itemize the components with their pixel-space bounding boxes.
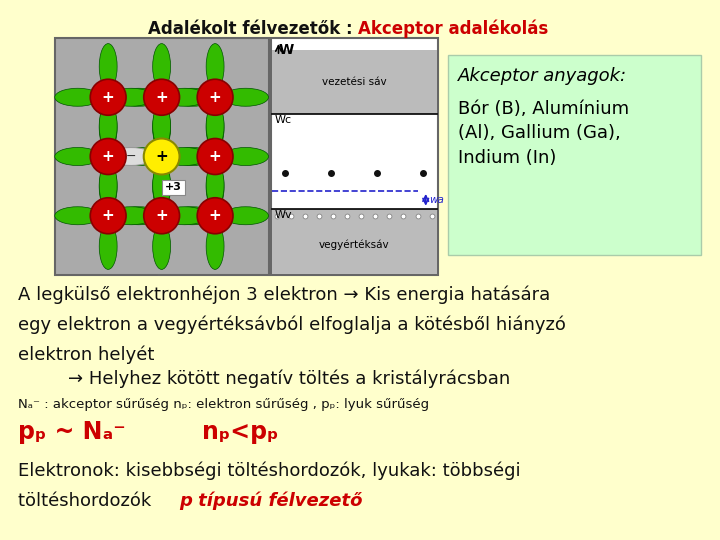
Ellipse shape bbox=[99, 224, 117, 269]
Circle shape bbox=[90, 198, 126, 234]
Ellipse shape bbox=[206, 103, 224, 149]
Ellipse shape bbox=[55, 207, 101, 225]
Circle shape bbox=[144, 198, 179, 234]
Text: wa: wa bbox=[428, 195, 444, 205]
Text: +: + bbox=[156, 208, 168, 223]
Ellipse shape bbox=[116, 88, 161, 106]
Text: +: + bbox=[156, 149, 168, 164]
Ellipse shape bbox=[169, 207, 215, 225]
FancyBboxPatch shape bbox=[271, 208, 436, 274]
Text: elektron helyét: elektron helyét bbox=[18, 345, 154, 363]
FancyBboxPatch shape bbox=[271, 38, 438, 275]
Ellipse shape bbox=[99, 103, 117, 149]
Ellipse shape bbox=[99, 162, 117, 208]
Text: +: + bbox=[102, 90, 114, 105]
FancyBboxPatch shape bbox=[448, 55, 701, 255]
Text: Wv: Wv bbox=[274, 210, 292, 220]
Text: +: + bbox=[209, 149, 222, 164]
Text: nₚ<pₚ: nₚ<pₚ bbox=[202, 420, 279, 444]
Ellipse shape bbox=[99, 164, 117, 210]
Ellipse shape bbox=[206, 44, 224, 90]
Text: vegyértéksáv: vegyértéksáv bbox=[319, 239, 390, 250]
Ellipse shape bbox=[108, 147, 154, 165]
Text: +3: +3 bbox=[165, 183, 182, 192]
FancyBboxPatch shape bbox=[55, 38, 269, 275]
Ellipse shape bbox=[169, 147, 215, 165]
Text: Bór (B), Alumínium
(Al), Gallium (Ga),
Indium (In): Bór (B), Alumínium (Al), Gallium (Ga), I… bbox=[457, 100, 629, 167]
Text: Nₐ⁻ : akceptor sűrűség nₚ: elektron sűrűség , pₚ: lyuk sűrűség: Nₐ⁻ : akceptor sűrűség nₚ: elektron sűrű… bbox=[18, 398, 429, 411]
Ellipse shape bbox=[162, 207, 207, 225]
Ellipse shape bbox=[153, 162, 171, 208]
Circle shape bbox=[144, 79, 179, 115]
Ellipse shape bbox=[153, 224, 171, 269]
Ellipse shape bbox=[153, 164, 171, 210]
Ellipse shape bbox=[116, 207, 161, 225]
Ellipse shape bbox=[108, 88, 154, 106]
Text: egy elektron a vegyértéksávból elfoglalja a kötésből hiányzó: egy elektron a vegyértéksávból elfoglalj… bbox=[18, 315, 566, 334]
Ellipse shape bbox=[222, 147, 269, 165]
Text: Elektronok: kisebbségi töltéshordozók, lyukak: többségi: Elektronok: kisebbségi töltéshordozók, l… bbox=[18, 462, 521, 481]
Text: W: W bbox=[279, 43, 294, 57]
Ellipse shape bbox=[206, 105, 224, 151]
Ellipse shape bbox=[153, 105, 171, 151]
Text: A legkülső elektronhéjon 3 elektron → Kis energia hatására: A legkülső elektronhéjon 3 elektron → Ki… bbox=[18, 285, 550, 303]
Text: Akceptor anyagok:: Akceptor anyagok: bbox=[457, 67, 626, 85]
Circle shape bbox=[90, 138, 126, 174]
Text: +: + bbox=[102, 208, 114, 223]
Ellipse shape bbox=[206, 162, 224, 208]
Text: vezetési sáv: vezetési sáv bbox=[322, 77, 387, 87]
Text: +: + bbox=[102, 149, 114, 164]
Text: Wc: Wc bbox=[274, 115, 292, 125]
Ellipse shape bbox=[99, 105, 117, 151]
Circle shape bbox=[144, 138, 179, 174]
Ellipse shape bbox=[162, 88, 207, 106]
Ellipse shape bbox=[169, 88, 215, 106]
Ellipse shape bbox=[99, 44, 117, 90]
Text: +: + bbox=[209, 208, 222, 223]
Ellipse shape bbox=[222, 88, 269, 106]
Text: → Helyhez kötött negatív töltés a kristályrácsban: → Helyhez kötött negatív töltés a kristá… bbox=[68, 370, 510, 388]
Circle shape bbox=[197, 198, 233, 234]
Text: pₚ ~ Nₐ⁻: pₚ ~ Nₐ⁻ bbox=[18, 420, 126, 444]
Ellipse shape bbox=[222, 207, 269, 225]
Ellipse shape bbox=[55, 88, 101, 106]
Text: +: + bbox=[209, 90, 222, 105]
Text: −: − bbox=[126, 150, 136, 163]
Text: Akceptor adalékolás: Akceptor adalékolás bbox=[358, 20, 549, 38]
Ellipse shape bbox=[153, 103, 171, 149]
Ellipse shape bbox=[55, 147, 101, 165]
Ellipse shape bbox=[206, 224, 224, 269]
Ellipse shape bbox=[153, 44, 171, 90]
Circle shape bbox=[197, 138, 233, 174]
Text: p típusú félvezető: p típusú félvezető bbox=[179, 492, 363, 510]
Text: Adalékolt félvezetők :: Adalékolt félvezetők : bbox=[148, 20, 358, 38]
Ellipse shape bbox=[206, 164, 224, 210]
Text: töltéshordozók: töltéshordozók bbox=[18, 492, 157, 510]
Ellipse shape bbox=[116, 147, 161, 165]
Circle shape bbox=[90, 79, 126, 115]
Ellipse shape bbox=[162, 147, 207, 165]
FancyBboxPatch shape bbox=[271, 50, 436, 114]
Ellipse shape bbox=[108, 207, 154, 225]
Circle shape bbox=[197, 79, 233, 115]
Text: +: + bbox=[156, 90, 168, 105]
